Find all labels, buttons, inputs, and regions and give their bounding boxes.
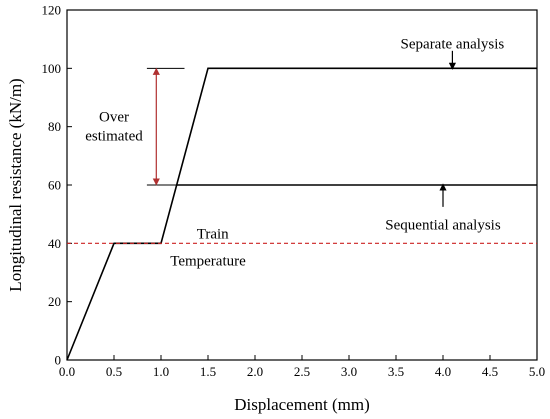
axis-ticks: 0.0 0.5 1.0 1.5 2.0 2.5 3.0 3.5 4.0 4.5 5.0 0 20 40 60… <box>42 3 546 380</box>
x-tick-label: 2.0 <box>247 364 263 379</box>
x-tick-label: 4.5 <box>482 364 498 379</box>
x-tick-label: 5.0 <box>529 364 545 379</box>
x-axis-title: Displacement (mm) <box>234 395 370 414</box>
train-label: Train <box>197 227 229 243</box>
temperature-label: Temperature <box>170 253 246 269</box>
over-estimated-label-line2: estimated <box>85 128 143 144</box>
x-tick-label: 0.5 <box>106 364 122 379</box>
series-layer <box>66 67 537 361</box>
over-estimated-label-line1: Over <box>99 109 129 125</box>
y-tick-label: 80 <box>48 119 61 134</box>
x-tick-label: 1.5 <box>200 364 216 379</box>
y-tick-label: 60 <box>48 178 61 193</box>
sequential-analysis-label: Sequential analysis <box>385 217 501 233</box>
x-tick-label: 1.0 <box>153 364 169 379</box>
y-tick-label: 20 <box>48 294 61 309</box>
series-line-separate <box>66 67 537 361</box>
x-tick-label: 3.5 <box>388 364 404 379</box>
separate-analysis-label: Separate analysis <box>401 37 505 53</box>
x-tick-label: 2.5 <box>294 364 310 379</box>
y-tick-label: 120 <box>42 3 62 18</box>
x-tick-label: 0.0 <box>59 364 75 379</box>
y-axis-title: Longitudinal resistance (kN/m) <box>6 78 25 291</box>
annotation-layer <box>146 50 456 207</box>
x-tick-label: 3.0 <box>341 364 357 379</box>
y-tick-label: 100 <box>42 61 62 76</box>
y-tick-label: 40 <box>48 236 61 251</box>
y-tick-label: 0 <box>55 353 62 368</box>
x-tick-label: 4.0 <box>435 364 451 379</box>
